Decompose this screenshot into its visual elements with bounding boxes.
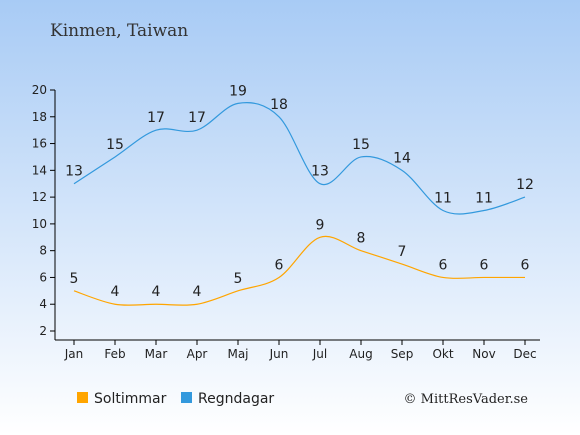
data-label-soltimmar: 8 <box>357 231 366 247</box>
data-label-regndagar: 19 <box>229 83 247 99</box>
legend: Soltimmar Regndagar <box>77 391 274 407</box>
data-label-regndagar: 17 <box>147 110 165 126</box>
data-labels: 5 4 4 4 5 6 9 8 7 6 6 6 13 15 17 17 19 18 13 15 14 11 11 12 <box>65 83 534 300</box>
data-label-regndagar: 12 <box>516 177 534 193</box>
data-label-soltimmar: 7 <box>398 244 407 260</box>
x-tick-label: Dec <box>513 347 536 361</box>
axes: 2 4 6 8 10 12 14 16 18 20 Jan Feb Mar Apr Maj Jun Jul Aug… <box>32 83 540 361</box>
legend-label-regndagar: Regndagar <box>198 391 274 407</box>
data-label-regndagar: 14 <box>393 150 411 166</box>
y-tick-label: 8 <box>39 244 47 258</box>
x-tick-label: Nov <box>472 347 495 361</box>
data-label-regndagar: 13 <box>311 164 329 180</box>
x-tick-label: Jan <box>64 347 84 361</box>
data-label-soltimmar: 6 <box>480 257 489 273</box>
x-tick-label: Jul <box>312 347 327 361</box>
y-tick-label: 16 <box>32 137 47 151</box>
data-label-regndagar: 13 <box>65 164 83 180</box>
y-tick-label: 6 <box>39 270 47 284</box>
data-label-soltimmar: 6 <box>521 257 530 273</box>
data-label-regndagar: 11 <box>434 191 452 207</box>
x-tick-label: Aug <box>349 347 372 361</box>
data-label-soltimmar: 4 <box>193 284 202 300</box>
x-tick-label: Jun <box>269 347 289 361</box>
series-lines <box>73 102 526 306</box>
y-tick-label: 4 <box>39 297 47 311</box>
x-tick-label: Sep <box>391 347 414 361</box>
series-line-soltimmar <box>73 235 525 306</box>
data-label-soltimmar: 4 <box>111 284 120 300</box>
x-tick-label: Feb <box>104 347 125 361</box>
data-label-soltimmar: 6 <box>275 257 284 273</box>
data-label-soltimmar: 5 <box>234 271 243 287</box>
data-label-soltimmar: 9 <box>316 217 325 233</box>
legend-swatch-regndagar <box>181 392 192 403</box>
legend-label-soltimmar: Soltimmar <box>94 391 167 407</box>
credit-text: © MittResVader.se <box>404 392 529 407</box>
data-label-regndagar: 17 <box>188 110 206 126</box>
data-label-soltimmar: 5 <box>70 271 79 287</box>
chart-title: Kinmen, Taiwan <box>50 21 188 41</box>
y-tick-label: 12 <box>32 190 47 204</box>
y-tick-label: 18 <box>32 110 47 124</box>
data-label-soltimmar: 6 <box>439 257 448 273</box>
data-label-regndagar: 15 <box>352 137 370 153</box>
y-tick-label: 2 <box>39 324 47 338</box>
y-tick-label: 20 <box>32 83 47 97</box>
data-label-soltimmar: 4 <box>152 284 161 300</box>
x-tick-label: Mar <box>145 347 168 361</box>
series-line-regndagar <box>73 102 526 215</box>
x-tick-label: Apr <box>187 347 208 361</box>
x-tick-label: Okt <box>432 347 453 361</box>
y-tick-label: 14 <box>32 163 47 177</box>
y-tick-label: 10 <box>32 217 47 231</box>
data-label-regndagar: 11 <box>475 191 493 207</box>
x-tick-label: Maj <box>227 347 248 361</box>
legend-swatch-soltimmar <box>77 392 88 403</box>
data-label-regndagar: 15 <box>106 137 124 153</box>
data-label-regndagar: 18 <box>270 97 288 113</box>
